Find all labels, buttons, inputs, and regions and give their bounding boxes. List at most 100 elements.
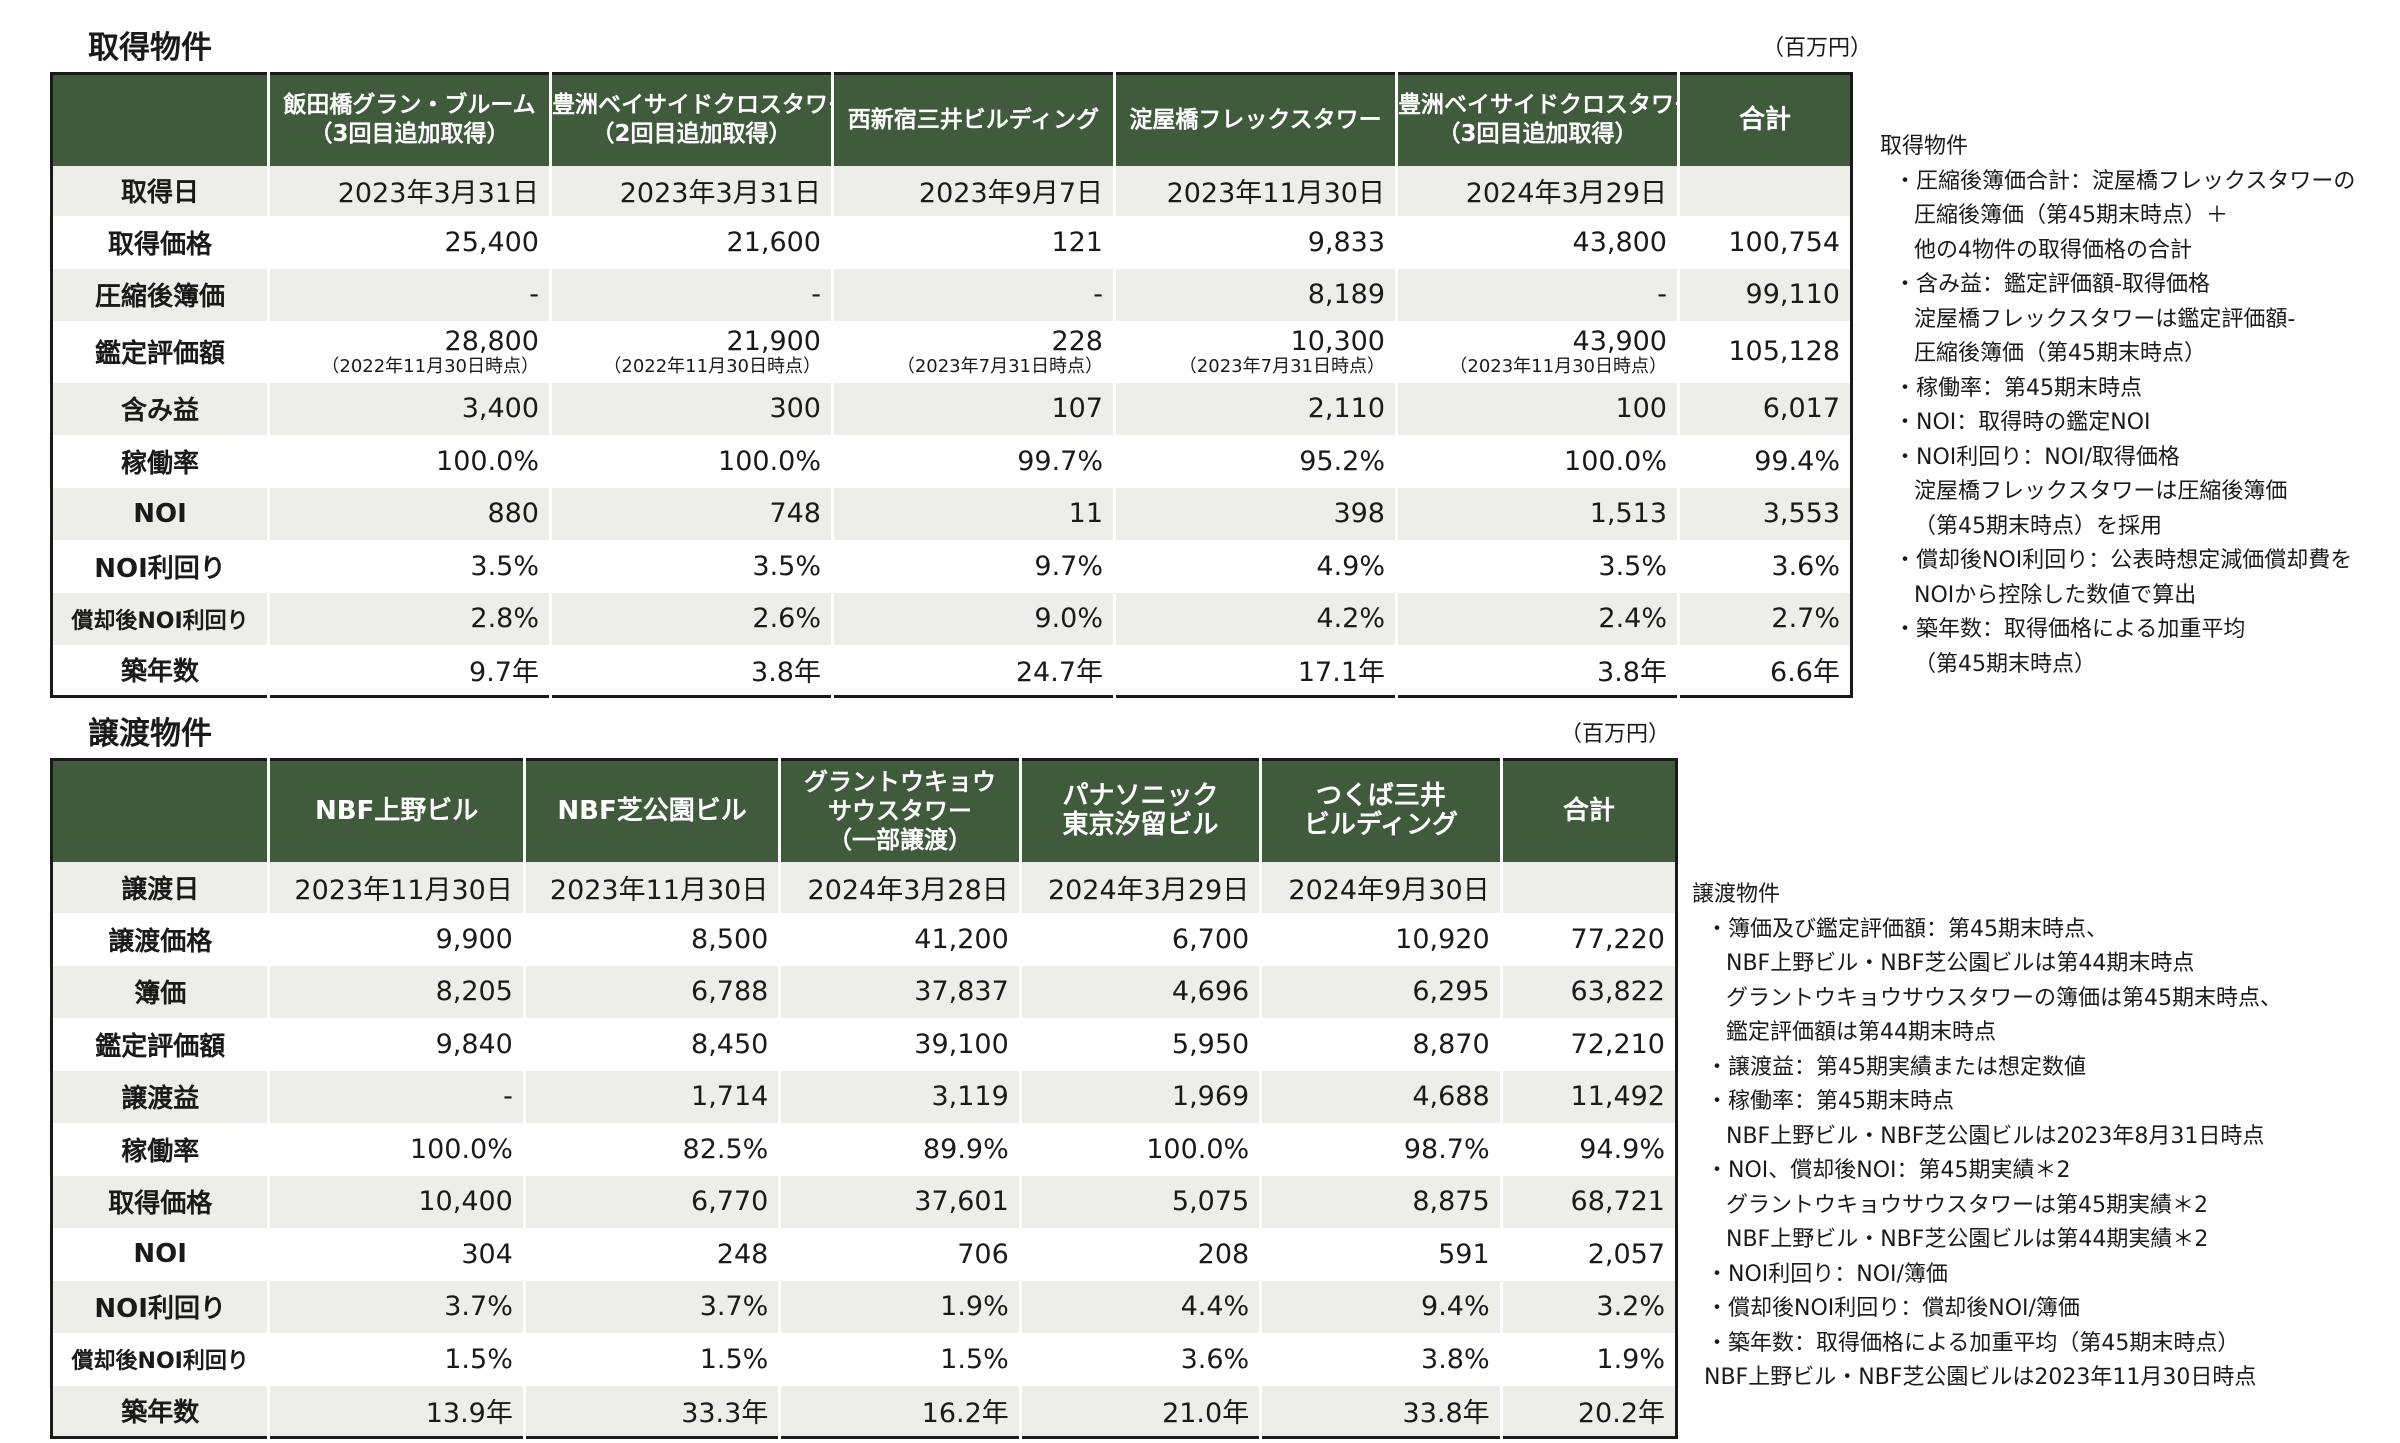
table-cell: 37,837: [778, 965, 1021, 1018]
note-line: ・NOI：取得時の鑑定NOI: [1894, 410, 2151, 435]
note-line: ・圧縮後簿価合計：淀屋橋フレックスタワーの: [1894, 168, 2356, 194]
note-line: ・NOI、償却後NOI：第45期実績＊2: [1706, 1158, 2071, 1183]
table-cell: 8,189: [1113, 268, 1397, 321]
table-cell: 2024年9月30日: [1259, 861, 1502, 913]
table-cell: 3.5%: [267, 539, 551, 593]
transferred-row-gain: 譲渡益 - 1,714 3,119 1,969 4,688 11,492: [51, 1070, 1677, 1123]
table-cell: 1.9%: [778, 1280, 1021, 1333]
table-cell: 2023年3月31日: [267, 165, 551, 216]
table-cell: 28,800 （2022年11月30日時点）: [267, 320, 551, 383]
row-label: 圧縮後簿価: [51, 268, 269, 321]
transferred-header-cell: グラントウキョウ サウスタワー （一部譲渡）: [778, 759, 1021, 862]
table-cell: 98.7%: [1259, 1122, 1502, 1176]
table-cell: 3,400: [267, 382, 551, 435]
table-cell: 1.9%: [1499, 1332, 1677, 1386]
table-cell: 748: [549, 487, 833, 540]
row-label: 取得価格: [51, 215, 269, 269]
note-line: NBF上野ビル・NBF芝公園ビルは第44期末時点: [1726, 951, 2195, 976]
acquired-row-occupancy: 稼働率 100.0% 100.0% 99.7% 95.2% 100.0% 99.…: [51, 434, 1852, 488]
acquired-row-unrealized-gain: 含み益 3,400 300 107 2,110 100 6,017: [51, 382, 1852, 435]
table-cell: 2023年11月30日: [267, 861, 525, 913]
table-cell: 248: [522, 1227, 780, 1281]
table-cell: 1,714: [522, 1070, 780, 1123]
note-line: 淀屋橋フレックスタワーは鑑定評価額-: [1914, 306, 2296, 332]
row-label: 稼働率: [51, 1122, 269, 1176]
transferred-header-total: 合計: [1499, 759, 1677, 862]
acquired-row-appraisal: 鑑定評価額 28,800 （2022年11月30日時点） 21,900 （2022年…: [51, 320, 1852, 383]
table-cell: 105,128: [1677, 320, 1852, 383]
table-cell: -: [1395, 268, 1679, 321]
table-cell: 2023年11月30日: [1113, 165, 1397, 216]
table-cell: [1677, 165, 1852, 216]
table-cell: 24.7年: [831, 644, 1115, 697]
row-label: 譲渡日: [51, 861, 269, 913]
table-cell: 17.1年: [1113, 644, 1397, 697]
table-cell: 4.9%: [1113, 539, 1397, 593]
table-cell: 9.7%: [831, 539, 1115, 593]
table-cell: 880: [267, 487, 551, 540]
table-cell: 3.6%: [1018, 1332, 1261, 1386]
table-cell: 228 （2023年7月31日時点）: [831, 320, 1115, 383]
table-cell: 94.9%: [1499, 1122, 1677, 1176]
table-cell: 8,870: [1259, 1017, 1502, 1071]
row-label: 簿価: [51, 965, 269, 1018]
transferred-header-cell: パナソニック 東京汐留ビル: [1018, 759, 1261, 862]
acquired-notes-title: 取得物件: [1880, 134, 1969, 159]
note-line: ・築年数：取得価格による加重平均: [1894, 617, 2246, 642]
table-cell: 1.5%: [267, 1332, 525, 1386]
transferred-notes: 譲渡物件 ・簿価及び鑑定評価額：第45期末時点、 NBF上野ビル・NBF芝公園ビ…: [1692, 878, 2282, 1396]
table-cell: 99,110: [1677, 268, 1852, 321]
table-cell: 100.0%: [549, 434, 833, 488]
table-cell: 3.8%: [1259, 1332, 1502, 1386]
table-cell: 11,492: [1499, 1070, 1677, 1123]
table-cell: 121: [831, 215, 1115, 269]
table-cell: 43,900 （2023年11月30日時点）: [1395, 320, 1679, 383]
table-cell: 99.7%: [831, 434, 1115, 488]
note-line: 鑑定評価額は第44期末時点: [1726, 1020, 1996, 1045]
transferred-row-building-age: 築年数 13.9年 33.3年 16.2年 21.0年 33.8年 20.2年: [51, 1385, 1677, 1438]
table-cell: 9.7年: [267, 644, 551, 697]
note-line: NBF上野ビル・NBF芝公園ビルは2023年11月30日時点: [1704, 1365, 2257, 1390]
note-line: ・NOI利回り：NOI/簿価: [1706, 1261, 1948, 1287]
table-cell: 95.2%: [1113, 434, 1397, 488]
transferred-row-noi: NOI 304 248 706 208 591 2,057: [51, 1227, 1677, 1281]
table-cell: 21.0年: [1018, 1385, 1261, 1438]
note-line: NBF上野ビル・NBF芝公園ビルは第44期実績＊2: [1726, 1227, 2209, 1252]
table-cell: 2024年3月28日: [778, 861, 1021, 913]
table-cell: 100.0%: [267, 434, 551, 488]
table-cell: 6,770: [522, 1175, 780, 1228]
table-cell: 11: [831, 487, 1115, 540]
table-cell: 21,900 （2022年11月30日時点）: [549, 320, 833, 383]
table-cell: 9,833: [1113, 215, 1397, 269]
table-cell: 3.8年: [549, 644, 833, 697]
transferred-header-cell: NBF芝公園ビル: [522, 759, 780, 862]
table-cell: 77,220: [1499, 912, 1677, 966]
table-cell: 3,119: [778, 1070, 1021, 1123]
table-cell: 3.2%: [1499, 1280, 1677, 1333]
table-cell: -: [549, 268, 833, 321]
table-cell: 3,553: [1677, 487, 1852, 540]
table-cell: 2.4%: [1395, 592, 1679, 645]
table-cell: 208: [1018, 1227, 1261, 1281]
note-line: ・稼働率：第45期末時点: [1894, 375, 2142, 401]
table-cell: 2.8%: [267, 592, 551, 645]
table-cell: 706: [778, 1227, 1021, 1281]
transferred-row-transfer-date: 譲渡日 2023年11月30日 2023年11月30日 2024年3月28日 2…: [51, 861, 1677, 913]
table-cell: 107: [831, 382, 1115, 435]
table-cell: 3.5%: [1395, 539, 1679, 593]
table-cell: 20.2年: [1499, 1385, 1677, 1438]
note-line: グラントウキョウサウスタワーは第45期実績＊2: [1726, 1192, 2208, 1218]
note-line: グラントウキョウサウスタワーの簿価は第45期末時点、: [1726, 985, 2282, 1011]
transferred-notes-title: 譲渡物件: [1692, 882, 1781, 907]
table-cell: 2024年3月29日: [1018, 861, 1261, 913]
note-line: ・譲渡益：第45期実績または想定数値: [1706, 1054, 2086, 1080]
table-cell: [1499, 861, 1677, 913]
table-cell: 2023年3月31日: [549, 165, 833, 216]
note-line: NBF上野ビル・NBF芝公園ビルは2023年8月31日時点: [1726, 1123, 2265, 1149]
table-cell: 3.7%: [522, 1280, 780, 1333]
row-label: 含み益: [51, 382, 269, 435]
table-cell: 33.3年: [522, 1385, 780, 1438]
note-line: ・NOI利回り：NOI/取得価格: [1894, 444, 2180, 470]
table-cell: 25,400: [267, 215, 551, 269]
note-line: ・含み益：鑑定評価額-取得価格: [1894, 272, 2210, 297]
